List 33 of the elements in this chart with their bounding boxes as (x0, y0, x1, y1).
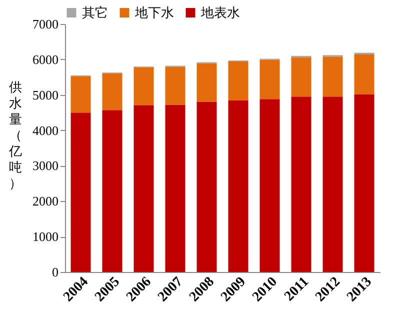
y-tick-label: 1000 (32, 229, 58, 244)
y-tick-label: 2000 (32, 194, 58, 209)
y-axis-title: 供水量（亿吨） (8, 80, 22, 192)
y-tick-label: 4000 (32, 122, 58, 138)
y-tick-label: 6000 (32, 52, 58, 67)
bar (354, 94, 374, 272)
legend-label: 地下水 (134, 6, 174, 21)
bar (70, 112, 91, 272)
y-tick-label: 3000 (32, 158, 58, 174)
legend-label: 地表水 (200, 6, 240, 21)
bar (102, 73, 122, 110)
bar (322, 56, 343, 97)
bar (260, 60, 280, 100)
bar (291, 96, 312, 272)
y-tick-label: 0 (52, 264, 58, 280)
bar (260, 99, 280, 272)
bar (291, 57, 312, 97)
legend-label: 其它 (82, 4, 108, 21)
bar (165, 66, 186, 105)
y-tick-label: 7000 (32, 16, 58, 32)
y-tick-label: 5000 (32, 87, 58, 102)
bar (196, 102, 217, 272)
bar (322, 96, 343, 272)
bar (228, 100, 248, 272)
bar (102, 110, 122, 272)
bar (354, 54, 374, 95)
bar (196, 63, 217, 102)
x-tick-label: 2011 (282, 274, 312, 304)
bar (134, 67, 154, 106)
bar (228, 62, 248, 101)
bar (134, 105, 154, 272)
bar (165, 104, 186, 272)
bar (70, 76, 91, 113)
